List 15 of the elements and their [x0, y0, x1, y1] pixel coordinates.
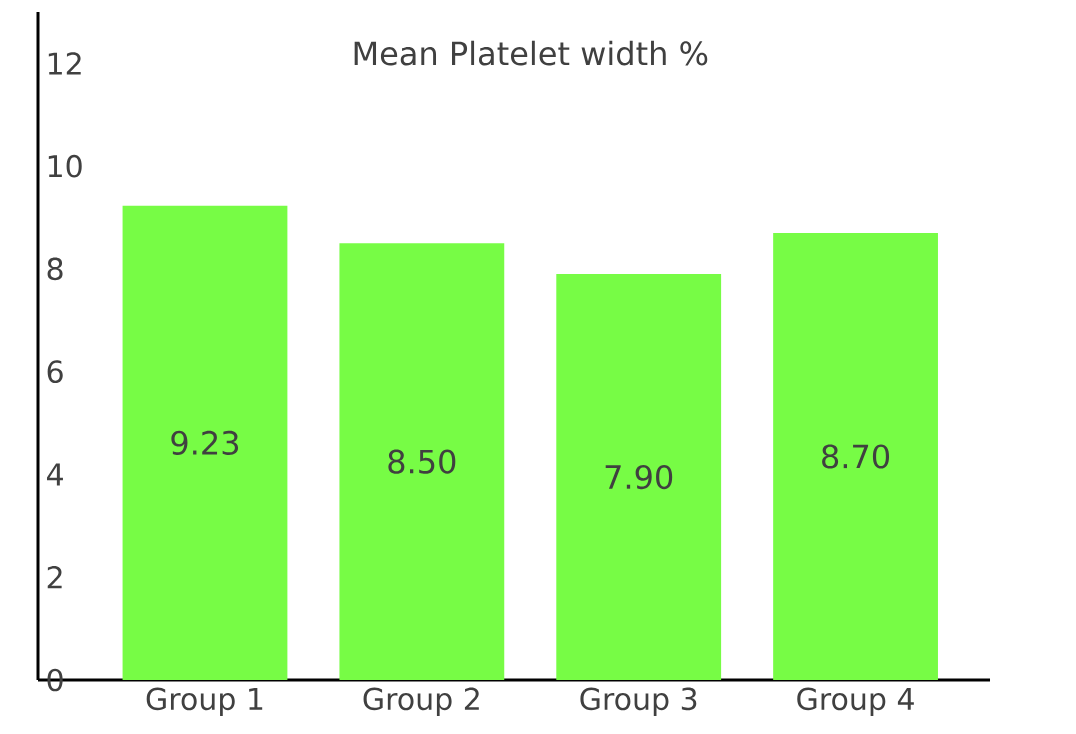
y-tick-label: 12 [48, 52, 81, 75]
x-tick-label: Group 3 [580, 687, 697, 717]
data-label: 8.70 [822, 444, 890, 469]
x-tick-label: Group 4 [797, 687, 914, 717]
data-label: 7.90 [605, 464, 673, 490]
y-tick-label: 10 [48, 154, 82, 178]
y-tick-label: 6 [47, 360, 63, 384]
y-tick-label: 4 [46, 463, 63, 486]
data-label: 8.50 [388, 449, 456, 474]
y-tick-label: 2 [47, 566, 62, 589]
text: Mean Platelet width % [354, 40, 708, 66]
x-tick-label: Group 1 [146, 687, 263, 717]
x-tick-label: Group 2 [363, 687, 479, 717]
data-label: 9.23 [171, 430, 239, 455]
y-tick-label: 8 [47, 257, 63, 281]
